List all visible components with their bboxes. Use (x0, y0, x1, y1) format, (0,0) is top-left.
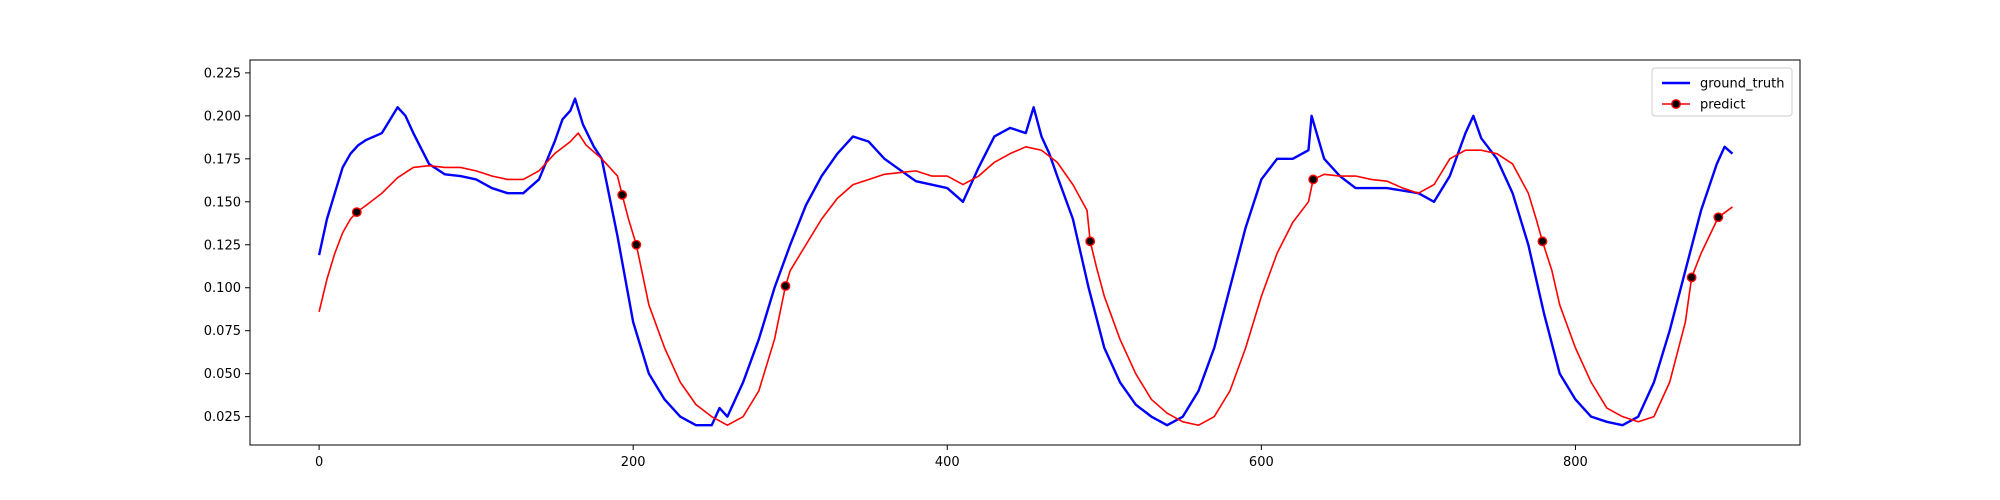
y-tick-label: 0.075 (204, 324, 241, 339)
y-tick-label: 0.100 (204, 281, 241, 296)
legend-label-ground-truth: ground_truth (1700, 77, 1785, 92)
x-tick-label: 200 (621, 455, 646, 470)
legend-marker-predict (1671, 99, 1681, 109)
y-tick-label: 0.025 (204, 410, 241, 425)
series-line-ground-truth (317, 97, 1734, 427)
x-axis: 0 200 400 600 800 (315, 445, 1588, 470)
y-tick-label: 0.175 (204, 152, 241, 167)
series-marker-predict (1085, 236, 1096, 247)
series-marker-predict (1308, 174, 1319, 185)
x-tick-label: 800 (1563, 455, 1588, 470)
y-tick-label: 0.150 (204, 195, 241, 210)
y-axis: 0.025 0.050 0.075 0.100 0.125 0.150 0.175 0.200… (204, 66, 250, 425)
series-marker-predict (351, 207, 362, 218)
y-tick-label: 0.125 (204, 238, 241, 253)
y-tick-label: 0.050 (204, 367, 241, 382)
series-marker-predict (780, 281, 791, 291)
series-marker-predict (1686, 272, 1697, 283)
series-marker-predict (1537, 236, 1548, 247)
x-tick-label: 0 (315, 455, 323, 470)
axes-frame (249, 59, 1801, 446)
series-layer (317, 97, 1734, 427)
series-line-predict (318, 132, 1733, 427)
x-tick-label: 400 (935, 455, 960, 470)
x-tick-label: 600 (1249, 455, 1274, 470)
series-marker-predict (1713, 212, 1724, 223)
series-marker-predict (617, 190, 628, 200)
y-tick-label: 0.200 (204, 109, 241, 124)
y-tick-label: 0.225 (204, 66, 241, 81)
legend-label-predict: predict (1700, 98, 1745, 113)
series-marker-predict (631, 239, 642, 250)
